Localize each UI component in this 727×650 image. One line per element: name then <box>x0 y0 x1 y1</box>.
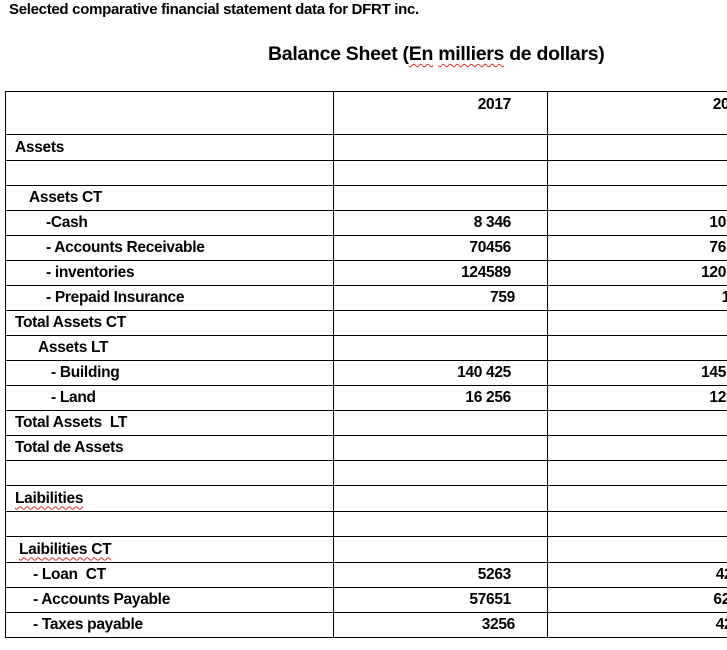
value-2017: 759 <box>333 285 548 311</box>
value-2017: 70456 <box>333 235 548 261</box>
row-label: - Accounts Receivable <box>5 235 334 261</box>
header-label-cell <box>5 91 334 135</box>
row-label <box>5 511 334 537</box>
value-2018 <box>547 134 727 161</box>
table-row: - Loan CT 5263 4256 <box>5 562 727 588</box>
table-row <box>5 511 727 537</box>
value-2018 <box>547 435 727 461</box>
table-row: - Accounts Receivable 70456 76 548 <box>5 235 727 261</box>
row-label: - Prepaid Insurance <box>5 285 334 311</box>
balance-sheet-heading: Balance Sheet (En milliers de dollars) <box>268 43 605 66</box>
balance-sheet-table: 2017 2018 Assets Assets CT -Cash 8 346 1… <box>5 91 727 638</box>
row-label: Laibilities <box>5 485 334 512</box>
value-2018 <box>547 460 727 486</box>
table-row: Laibilities CT <box>5 536 727 563</box>
value-2018 <box>547 335 727 361</box>
value-2018: 62513 <box>547 587 727 613</box>
table-row: -Cash 8 346 10 256 <box>5 210 727 236</box>
row-label: Assets <box>5 134 334 161</box>
value-2018 <box>547 160 727 186</box>
value-2017 <box>333 310 548 336</box>
table-row: Total Assets CT <box>5 310 727 336</box>
value-2018 <box>547 536 727 563</box>
value-2018: 4256 <box>547 562 727 588</box>
value-2018: 4236 <box>547 612 727 638</box>
value-2018: 120 856 <box>547 260 727 286</box>
value-2018 <box>547 511 727 537</box>
spellcheck-word-laibilities-ct: Laibilities CT <box>19 540 112 558</box>
heading-text-post: de dollars) <box>504 43 605 65</box>
value-2018: 12 748 <box>547 385 727 411</box>
row-label: Assets CT <box>5 185 334 211</box>
spellcheck-word-laibilities: Laibilities <box>15 489 84 507</box>
row-label: - Accounts Payable <box>5 587 334 613</box>
table-row: Assets LT <box>5 335 727 361</box>
value-2018: 10 256 <box>547 210 727 236</box>
value-2018 <box>547 410 727 436</box>
table-row: Laibilities <box>5 485 727 512</box>
heading-text-pre: Balance Sheet ( <box>268 43 409 65</box>
header-row: 2017 2018 <box>5 91 727 135</box>
value-2017 <box>333 160 548 186</box>
value-2018: 1025 <box>547 285 727 311</box>
table-row: - Prepaid Insurance 759 1025 <box>5 285 727 311</box>
document-title: Selected comparative financial statement… <box>9 1 419 18</box>
value-2017 <box>333 185 548 211</box>
table-row: Total de Assets <box>5 435 727 461</box>
value-2017 <box>333 485 548 512</box>
value-2017: 3256 <box>333 612 548 638</box>
table-row: Total Assets LT <box>5 410 727 436</box>
row-label: Total Assets CT <box>5 310 334 336</box>
row-label: Assets LT <box>5 335 334 361</box>
table-row: - Land 16 256 12 748 <box>5 385 727 411</box>
value-2017 <box>333 134 548 161</box>
table-row: Assets <box>5 134 727 161</box>
spellcheck-word-milliers: milliers <box>438 43 505 65</box>
table-row <box>5 160 727 186</box>
spellcheck-word-en: En <box>408 43 434 65</box>
header-2017: 2017 <box>333 91 548 135</box>
table-row: - Taxes payable 3256 4236 <box>5 612 727 638</box>
value-2017 <box>333 410 548 436</box>
value-2017 <box>333 460 548 486</box>
row-label <box>5 160 334 186</box>
value-2017 <box>333 435 548 461</box>
value-2017: 16 256 <box>333 385 548 411</box>
value-2017: 140 425 <box>333 360 548 386</box>
value-2017 <box>333 335 548 361</box>
table-row: - Building 140 425 145 856 <box>5 360 727 386</box>
row-label: Total Assets LT <box>5 410 334 436</box>
row-label <box>5 460 334 486</box>
value-2018: 145 856 <box>547 360 727 386</box>
value-2017 <box>333 536 548 563</box>
header-2018: 2018 <box>547 91 727 135</box>
value-2017: 8 346 <box>333 210 548 236</box>
row-label: Laibilities CT <box>5 536 334 563</box>
value-2017: 5263 <box>333 562 548 588</box>
value-2017: 124589 <box>333 260 548 286</box>
value-2017: 57651 <box>333 587 548 613</box>
row-label: - Building <box>5 360 334 386</box>
row-label: - inventories <box>5 260 334 286</box>
table-row: Assets CT <box>5 185 727 211</box>
table-row: - inventories 124589 120 856 <box>5 260 727 286</box>
table-row <box>5 460 727 486</box>
row-label: - Land <box>5 385 334 411</box>
row-label: -Cash <box>5 210 334 236</box>
value-2018 <box>547 185 727 211</box>
value-2018 <box>547 485 727 512</box>
row-label: - Loan CT <box>5 562 334 588</box>
table-row: - Accounts Payable 57651 62513 <box>5 587 727 613</box>
row-label: - Taxes payable <box>5 612 334 638</box>
value-2018 <box>547 310 727 336</box>
value-2018: 76 548 <box>547 235 727 261</box>
value-2017 <box>333 511 548 537</box>
row-label: Total de Assets <box>5 435 334 461</box>
